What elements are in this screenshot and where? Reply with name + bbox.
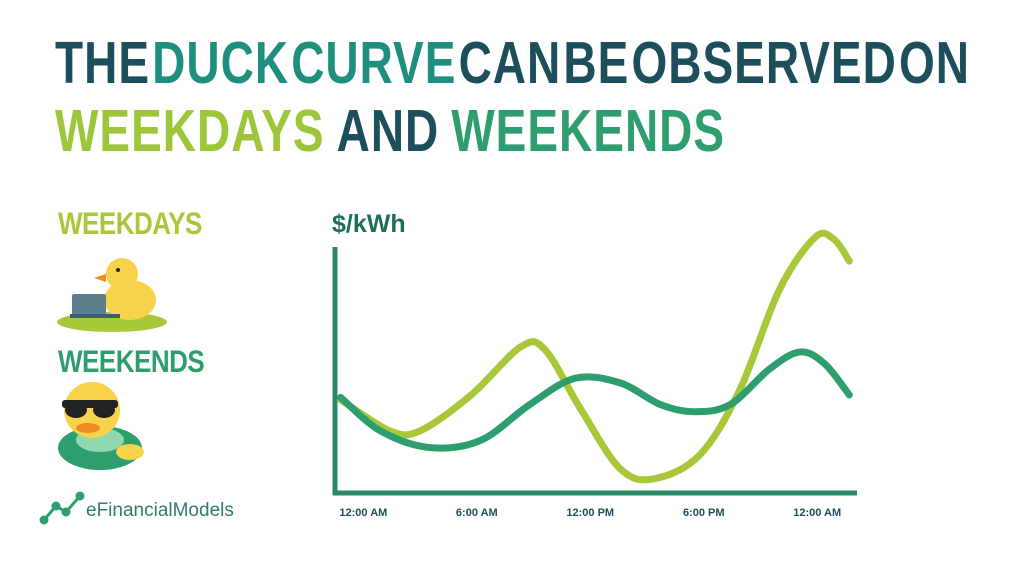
title-line: WEEKDAYS AND WEEKENDS xyxy=(55,100,970,160)
title-word: CAN xyxy=(458,28,562,96)
title-word: WEEKENDS xyxy=(451,96,726,164)
title-word: ON xyxy=(898,28,970,96)
legend-weekends: WEEKENDS xyxy=(58,343,205,379)
title-word: OBSERVED xyxy=(631,28,897,96)
x-tick-label: 12:00 PM xyxy=(566,507,614,519)
title-word: CURVE xyxy=(291,28,457,96)
logo-icon xyxy=(39,491,85,525)
series-line xyxy=(337,348,853,452)
x-tick-label: 12:00 AM xyxy=(793,507,841,519)
title-word: AND xyxy=(336,96,440,164)
title-word: WEEKDAYS xyxy=(55,96,325,164)
weekday-duck-icon xyxy=(57,258,167,332)
x-tick-label: 6:00 PM xyxy=(683,507,725,519)
series-line xyxy=(337,229,853,484)
logo-text: eFinancialModels xyxy=(86,500,234,521)
title-line: THE DUCK CURVE CAN BE OBSERVED ON xyxy=(55,32,970,92)
title-word: BE xyxy=(563,28,630,96)
x-tick-label: 6:00 AM xyxy=(456,507,498,519)
title-word: DUCK xyxy=(152,28,290,96)
y-axis-label: $/kWh xyxy=(332,210,406,238)
x-tick-label: 12:00 AM xyxy=(339,507,387,519)
title-word: THE xyxy=(55,28,150,96)
weekend-duck-icon xyxy=(58,382,144,470)
legend-weekdays: WEEKDAYS xyxy=(58,205,202,241)
